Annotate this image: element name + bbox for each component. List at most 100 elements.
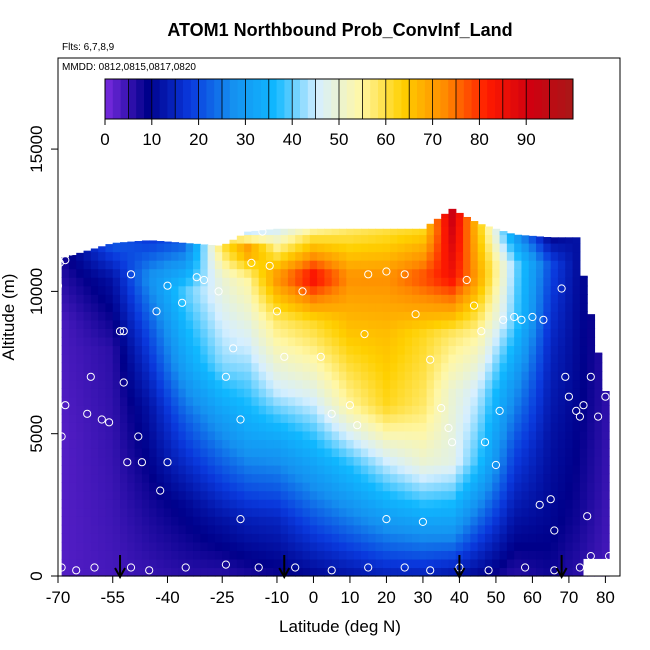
heatmap-cell bbox=[390, 482, 398, 492]
heatmap-cell bbox=[163, 567, 172, 577]
heatmap-cell bbox=[134, 388, 143, 398]
heatmap-cell bbox=[477, 447, 486, 458]
heatmap-cell bbox=[404, 482, 413, 492]
heatmap-cell bbox=[587, 516, 596, 526]
heatmap-cell bbox=[76, 541, 85, 551]
heatmap-cell bbox=[214, 482, 223, 492]
heatmap-cell bbox=[477, 243, 486, 253]
heatmap-cell bbox=[382, 550, 391, 560]
heatmap-cell bbox=[214, 336, 223, 347]
heatmap-cell bbox=[419, 396, 428, 406]
heatmap-cell bbox=[346, 328, 355, 338]
heatmap-cell bbox=[353, 345, 362, 355]
heatmap-cell bbox=[506, 413, 515, 423]
heatmap-cell bbox=[258, 379, 267, 389]
heatmap-cell bbox=[61, 524, 70, 534]
heatmap-cell bbox=[178, 533, 187, 543]
heatmap-cell bbox=[360, 430, 369, 440]
heatmap-cell bbox=[565, 533, 574, 543]
heatmap-cell bbox=[302, 396, 311, 406]
heatmap-cell bbox=[185, 285, 194, 295]
heatmap-cell bbox=[68, 516, 77, 526]
heatmap-cell bbox=[536, 541, 544, 551]
heatmap-cell bbox=[273, 345, 282, 355]
heatmap-cell bbox=[317, 567, 325, 577]
heatmap-cell bbox=[404, 228, 413, 236]
heatmap-cell bbox=[572, 541, 581, 551]
heatmap-cell bbox=[390, 405, 398, 415]
heatmap-cell bbox=[448, 371, 457, 381]
heatmap-cell bbox=[83, 396, 92, 406]
heatmap-cell bbox=[441, 328, 450, 338]
heatmap-cell bbox=[375, 558, 384, 569]
heatmap-cell bbox=[193, 533, 201, 543]
heatmap-cell bbox=[587, 430, 596, 440]
heatmap-cell bbox=[346, 541, 355, 551]
heatmap-cell bbox=[404, 541, 413, 551]
heatmap-cell bbox=[317, 260, 325, 270]
heatmap-cell bbox=[112, 482, 121, 492]
heatmap-cell bbox=[83, 507, 92, 517]
heatmap-cell bbox=[477, 345, 486, 355]
heatmap-cell bbox=[411, 447, 420, 458]
heatmap-cell bbox=[185, 379, 194, 389]
heatmap-cell bbox=[317, 379, 325, 389]
heatmap-cell bbox=[287, 465, 296, 475]
heatmap-cell bbox=[382, 388, 391, 398]
sample-point bbox=[521, 563, 530, 572]
heatmap-cell bbox=[587, 396, 596, 406]
heatmap-cell bbox=[550, 268, 559, 278]
heatmap-cell bbox=[565, 465, 574, 475]
heatmap-cell bbox=[565, 294, 574, 304]
sample-point bbox=[214, 287, 223, 296]
colorbar-segment bbox=[307, 79, 317, 119]
heatmap-cell bbox=[309, 285, 318, 295]
heatmap-cell bbox=[536, 465, 544, 475]
heatmap-cell bbox=[207, 507, 216, 517]
heatmap-cell bbox=[390, 516, 398, 526]
heatmap-cell bbox=[426, 328, 435, 338]
heatmap-cell bbox=[441, 473, 450, 483]
heatmap-cell bbox=[441, 533, 450, 543]
heatmap-cell bbox=[470, 260, 479, 270]
heatmap-cell bbox=[229, 456, 238, 466]
heatmap-cell bbox=[178, 524, 187, 534]
heatmap-cell bbox=[506, 302, 515, 312]
heatmap-cell bbox=[426, 447, 435, 458]
heatmap-cell bbox=[426, 490, 435, 500]
heatmap-cell bbox=[528, 268, 537, 278]
heatmap-cell bbox=[484, 251, 493, 261]
heatmap-cell bbox=[543, 422, 552, 432]
heatmap-cell bbox=[514, 336, 523, 347]
heatmap-cell bbox=[404, 430, 413, 440]
heatmap-cell bbox=[426, 422, 435, 432]
heatmap-cell bbox=[324, 499, 333, 509]
heatmap-cell bbox=[419, 388, 428, 398]
heatmap-cell bbox=[302, 430, 311, 440]
heatmap-cell bbox=[521, 319, 530, 329]
colorbar-tick-label: 70 bbox=[423, 130, 442, 149]
heatmap-cell bbox=[90, 567, 99, 577]
heatmap-cell bbox=[550, 490, 559, 500]
heatmap-cell bbox=[477, 336, 486, 347]
heatmap-cell bbox=[244, 319, 253, 329]
heatmap-cell bbox=[353, 473, 362, 483]
heatmap-cell bbox=[543, 251, 552, 261]
heatmap-cell bbox=[317, 430, 325, 440]
heatmap-cell bbox=[492, 516, 501, 526]
heatmap-cell bbox=[214, 277, 223, 287]
heatmap-cell bbox=[214, 405, 223, 415]
heatmap-cell bbox=[149, 251, 158, 261]
heatmap-cell bbox=[105, 558, 114, 569]
colorbar-segment bbox=[362, 79, 371, 119]
heatmap-cell bbox=[120, 422, 128, 432]
heatmap-cell bbox=[368, 388, 377, 398]
heatmap-cell bbox=[287, 447, 296, 458]
heatmap-cell bbox=[419, 243, 428, 253]
heatmap-cell bbox=[266, 388, 274, 398]
heatmap-cell bbox=[441, 371, 450, 381]
heatmap-cell bbox=[295, 345, 304, 355]
heatmap-cell bbox=[506, 233, 515, 236]
heatmap-cell bbox=[273, 473, 282, 483]
sample-point bbox=[605, 552, 614, 561]
